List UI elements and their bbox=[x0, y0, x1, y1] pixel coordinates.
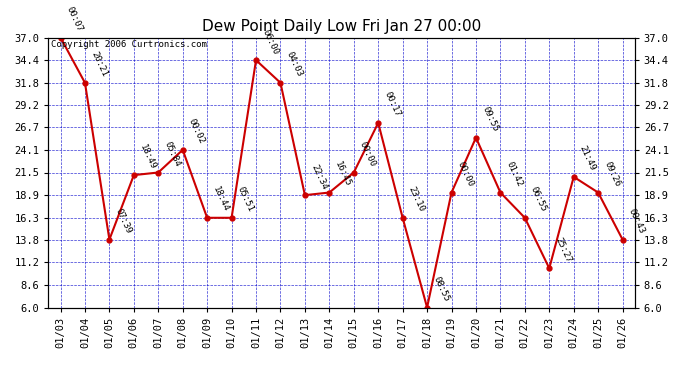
Text: 04:03: 04:03 bbox=[284, 51, 304, 79]
Text: 20:21: 20:21 bbox=[89, 51, 108, 79]
Text: 23:10: 23:10 bbox=[407, 186, 426, 214]
Text: 16:45: 16:45 bbox=[333, 160, 353, 188]
Text: 09:55: 09:55 bbox=[480, 105, 500, 134]
Text: 00:43: 00:43 bbox=[627, 207, 647, 236]
Text: 18:49: 18:49 bbox=[138, 143, 157, 171]
Text: 22:34: 22:34 bbox=[309, 163, 328, 191]
Text: 06:00: 06:00 bbox=[260, 28, 279, 56]
Text: 07:39: 07:39 bbox=[114, 207, 133, 236]
Text: 05:51: 05:51 bbox=[236, 186, 255, 214]
Text: 18:44: 18:44 bbox=[211, 186, 231, 214]
Title: Dew Point Daily Low Fri Jan 27 00:00: Dew Point Daily Low Fri Jan 27 00:00 bbox=[202, 18, 481, 33]
Text: 00:00: 00:00 bbox=[358, 140, 377, 168]
Text: 25:27: 25:27 bbox=[553, 236, 573, 264]
Text: 00:02: 00:02 bbox=[187, 117, 206, 146]
Text: 09:26: 09:26 bbox=[602, 160, 622, 188]
Text: 00:00: 00:00 bbox=[455, 160, 475, 188]
Text: 01:42: 01:42 bbox=[504, 160, 524, 188]
Text: 08:55: 08:55 bbox=[431, 275, 451, 303]
Text: 00:07: 00:07 bbox=[65, 5, 84, 33]
Text: 06:55: 06:55 bbox=[529, 186, 549, 214]
Text: 00:17: 00:17 bbox=[382, 90, 402, 119]
Text: 05:84: 05:84 bbox=[162, 140, 182, 168]
Text: 21:49: 21:49 bbox=[578, 144, 598, 173]
Text: Copyright 2006 Curtronics.com: Copyright 2006 Curtronics.com bbox=[51, 40, 207, 49]
